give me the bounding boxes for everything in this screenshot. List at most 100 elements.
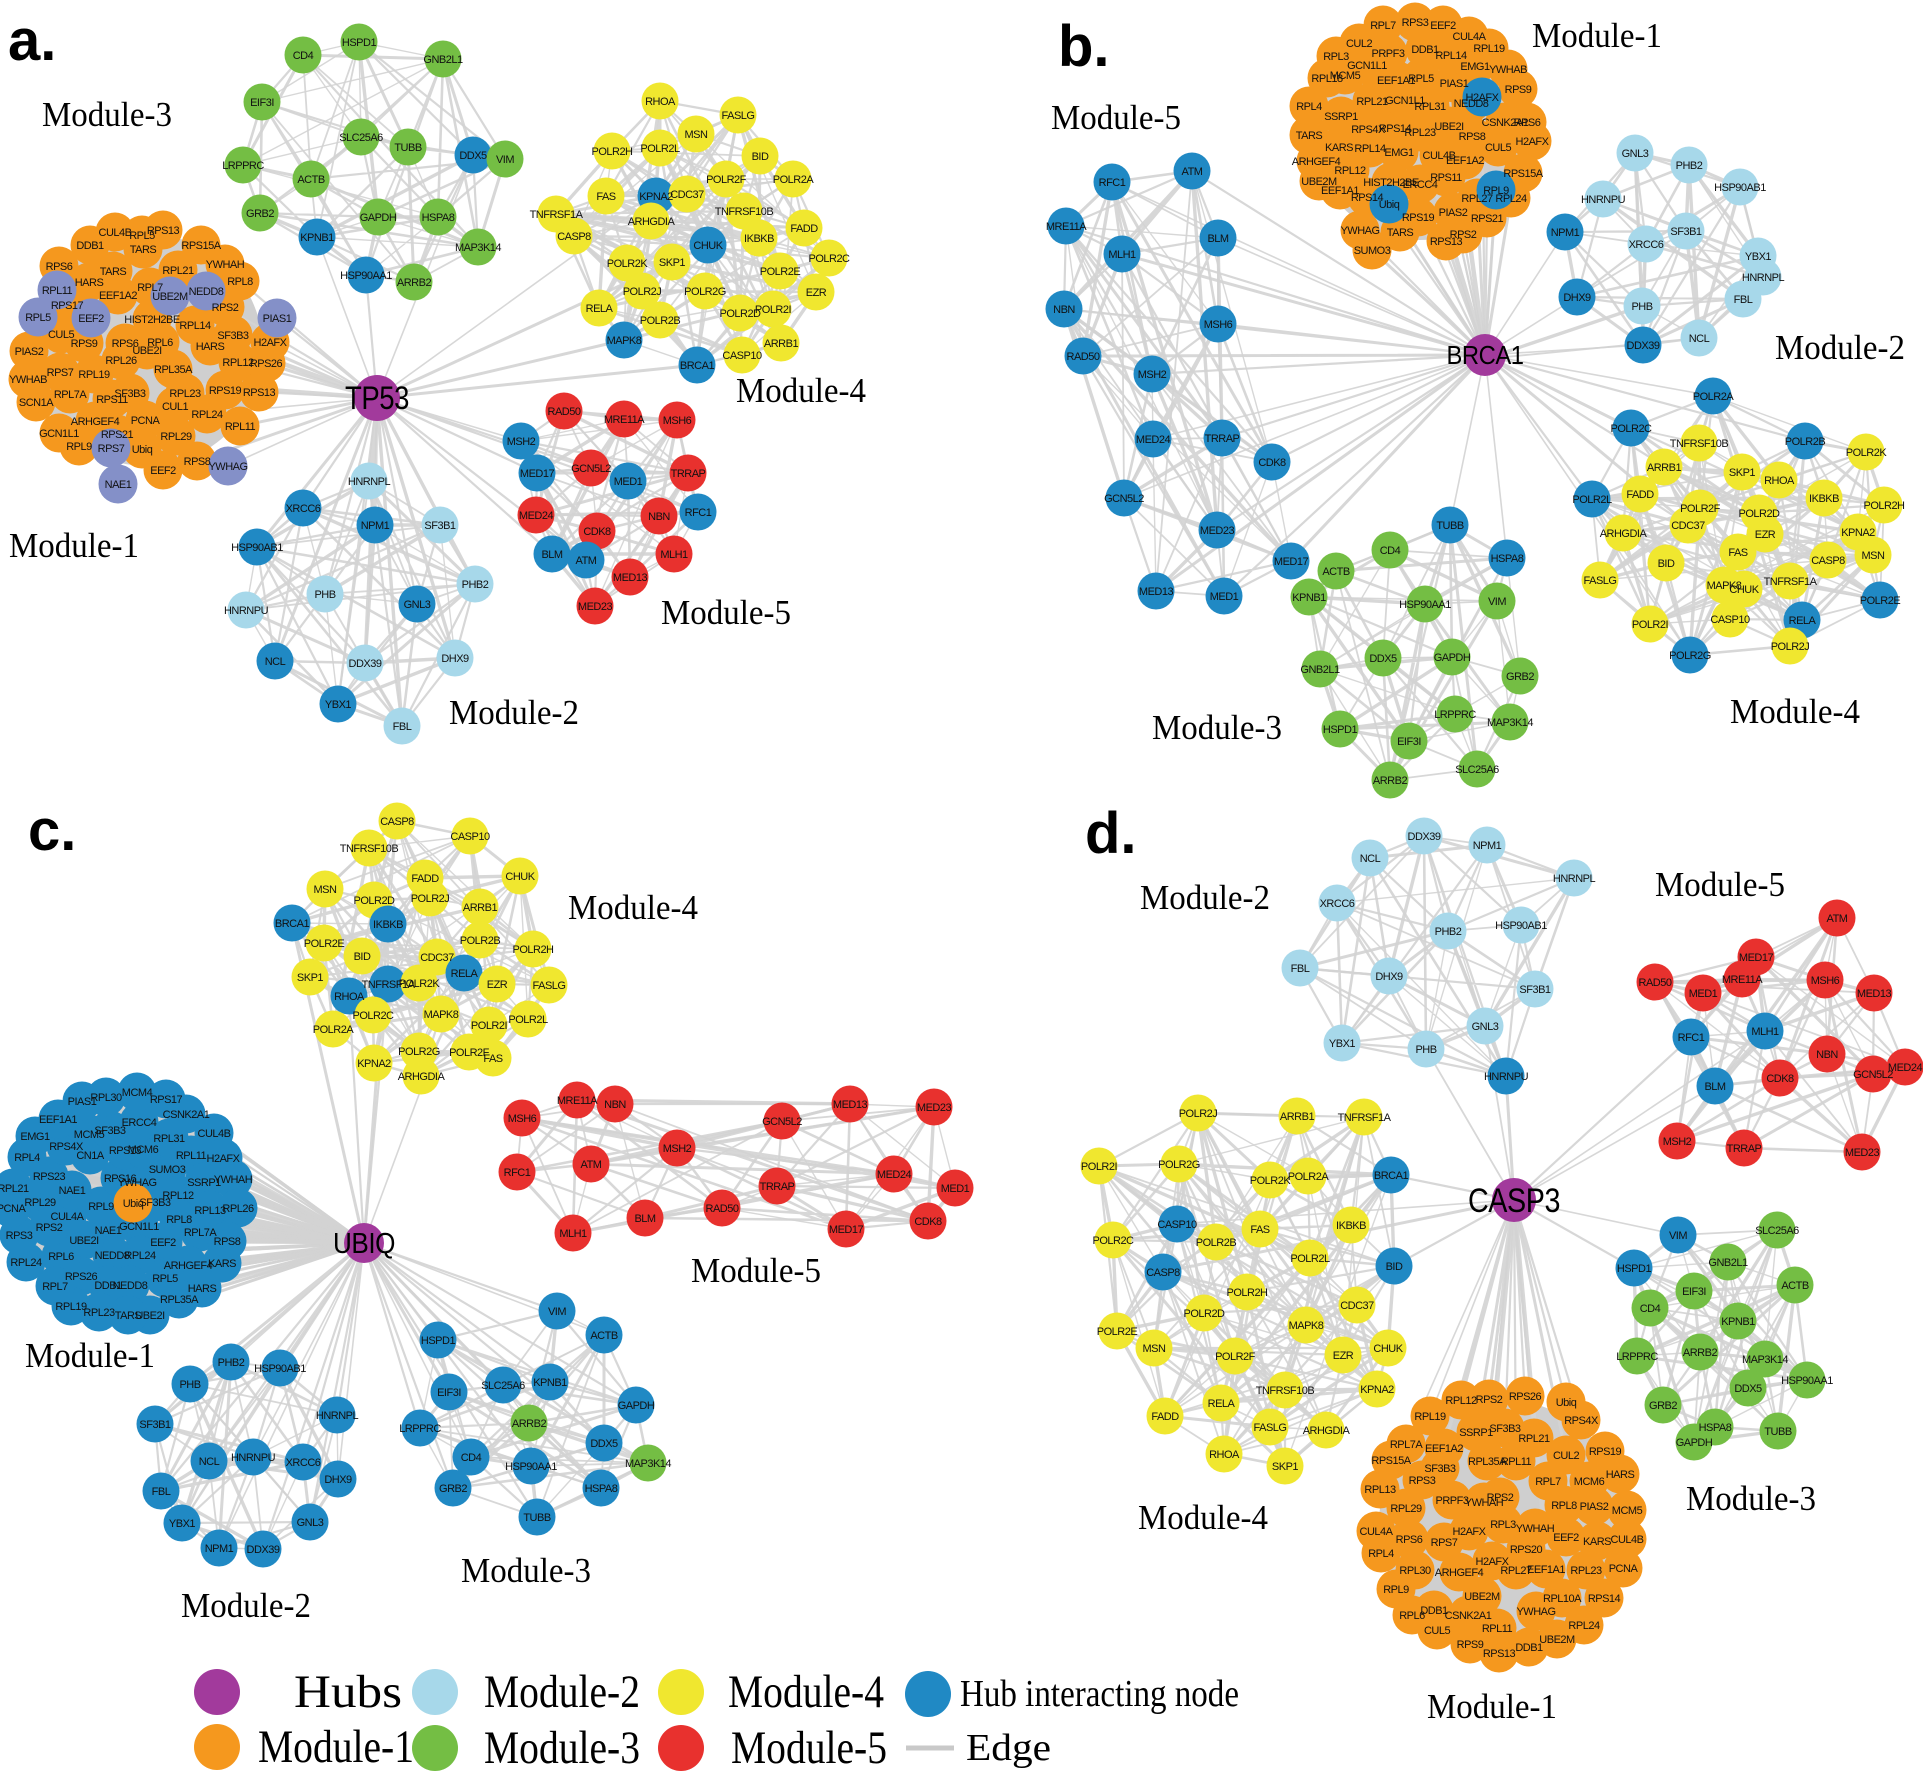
svg-text:CUL4B: CUL4B xyxy=(1423,150,1456,162)
svg-text:SUMO3: SUMO3 xyxy=(149,1164,186,1176)
svg-text:GNB2L1: GNB2L1 xyxy=(1300,664,1340,676)
svg-text:TNFRSF1A: TNFRSF1A xyxy=(1764,576,1818,588)
svg-text:RPL21: RPL21 xyxy=(0,1183,29,1195)
svg-text:ARRB1: ARRB1 xyxy=(764,338,799,350)
svg-text:RHOA: RHOA xyxy=(334,991,365,1003)
svg-text:TRRAP: TRRAP xyxy=(1727,1143,1762,1155)
svg-text:EEF2: EEF2 xyxy=(78,313,104,325)
svg-text:RPL7: RPL7 xyxy=(137,282,163,294)
svg-text:TARS: TARS xyxy=(1296,130,1323,142)
svg-text:RPS13: RPS13 xyxy=(147,225,180,237)
svg-text:RPL14: RPL14 xyxy=(1435,50,1467,62)
svg-text:UBE2I: UBE2I xyxy=(1434,121,1464,133)
svg-text:CDK8: CDK8 xyxy=(914,1216,942,1228)
svg-text:ARRB1: ARRB1 xyxy=(1647,462,1682,474)
svg-text:BID: BID xyxy=(354,951,371,963)
svg-text:POLR2L: POLR2L xyxy=(1572,494,1612,506)
svg-text:KPNB1: KPNB1 xyxy=(1292,592,1326,604)
svg-text:UBE2M: UBE2M xyxy=(1301,176,1337,188)
svg-text:RPS7: RPS7 xyxy=(47,367,74,379)
svg-text:CHUK: CHUK xyxy=(505,871,535,883)
svg-text:YWHAG: YWHAG xyxy=(117,1177,156,1189)
svg-text:RPL35A: RPL35A xyxy=(160,1294,199,1306)
svg-text:MLH1: MLH1 xyxy=(1108,249,1136,261)
svg-text:NBN: NBN xyxy=(1816,1049,1838,1061)
svg-text:ATM: ATM xyxy=(1827,913,1848,925)
svg-text:Module-1: Module-1 xyxy=(258,1721,414,1773)
svg-text:MSH2: MSH2 xyxy=(507,436,536,448)
svg-text:PHB: PHB xyxy=(314,589,335,601)
svg-text:PIAS1: PIAS1 xyxy=(1440,78,1469,90)
svg-text:IKBKB: IKBKB xyxy=(744,233,774,245)
svg-text:ARHGEF4: ARHGEF4 xyxy=(1435,1567,1484,1579)
svg-text:Ubiq: Ubiq xyxy=(132,444,153,456)
svg-text:Module-1: Module-1 xyxy=(1427,1687,1557,1726)
svg-text:RPL19: RPL19 xyxy=(78,369,110,381)
svg-text:Module-4: Module-4 xyxy=(728,1666,884,1718)
svg-text:FADD: FADD xyxy=(790,223,818,235)
svg-text:RPS3: RPS3 xyxy=(1402,17,1429,29)
svg-text:ARHGDIA: ARHGDIA xyxy=(1600,528,1648,540)
svg-text:ATM: ATM xyxy=(576,555,597,567)
svg-text:DDB1: DDB1 xyxy=(94,1280,122,1292)
svg-text:PIAS2: PIAS2 xyxy=(1439,207,1468,219)
svg-text:FADD: FADD xyxy=(1151,1411,1179,1423)
svg-text:ARRB2: ARRB2 xyxy=(512,1418,547,1430)
svg-text:BLM: BLM xyxy=(541,549,562,561)
svg-text:Module-2: Module-2 xyxy=(1140,878,1270,917)
svg-text:MED17: MED17 xyxy=(1274,556,1309,568)
svg-text:SF3B3: SF3B3 xyxy=(94,1125,126,1137)
svg-text:MAP3K14: MAP3K14 xyxy=(1742,1354,1788,1366)
svg-text:FAS: FAS xyxy=(596,191,615,203)
svg-text:ATM: ATM xyxy=(581,1159,602,1171)
svg-text:PRPF3: PRPF3 xyxy=(1372,48,1405,60)
svg-text:RFC1: RFC1 xyxy=(504,1167,531,1179)
svg-text:YBX1: YBX1 xyxy=(169,1518,196,1530)
svg-text:MED23: MED23 xyxy=(1845,1147,1880,1159)
svg-text:RPS9: RPS9 xyxy=(71,338,98,350)
svg-text:PCNA: PCNA xyxy=(1609,1563,1639,1575)
svg-text:EZR: EZR xyxy=(1333,1350,1354,1362)
svg-text:PHB: PHB xyxy=(179,1379,200,1391)
svg-text:NEDD8: NEDD8 xyxy=(189,286,224,298)
svg-text:RPL29: RPL29 xyxy=(160,431,192,443)
svg-text:DDB1: DDB1 xyxy=(1420,1605,1448,1617)
svg-text:DDX5: DDX5 xyxy=(1734,1383,1762,1395)
svg-text:YWHAH: YWHAH xyxy=(1465,1497,1504,1509)
svg-text:RPS3: RPS3 xyxy=(6,1230,33,1242)
svg-text:NPM1: NPM1 xyxy=(1473,840,1502,852)
svg-text:FASLG: FASLG xyxy=(722,110,755,122)
svg-text:HSP90AA1: HSP90AA1 xyxy=(1399,599,1451,611)
svg-text:NEDD8: NEDD8 xyxy=(95,1250,130,1262)
svg-text:GNL3: GNL3 xyxy=(1622,148,1649,160)
svg-text:SF3B3: SF3B3 xyxy=(139,1197,171,1209)
svg-text:CASP10: CASP10 xyxy=(1157,1219,1197,1231)
svg-text:KARS: KARS xyxy=(1325,142,1353,154)
svg-text:RPL9: RPL9 xyxy=(1483,185,1509,197)
svg-text:HARS: HARS xyxy=(75,277,104,289)
svg-text:CUL4B: CUL4B xyxy=(198,1128,231,1140)
svg-text:RPS19: RPS19 xyxy=(1589,1446,1622,1458)
svg-text:Module-3: Module-3 xyxy=(484,1722,640,1774)
svg-text:Module-1: Module-1 xyxy=(9,526,139,565)
svg-text:NCL: NCL xyxy=(199,1456,220,1468)
svg-text:RPS3: RPS3 xyxy=(1409,1475,1436,1487)
svg-text:UBIQ: UBIQ xyxy=(333,1228,395,1260)
svg-text:YBX1: YBX1 xyxy=(1329,1038,1356,1050)
svg-text:RPL5: RPL5 xyxy=(25,312,51,324)
svg-text:RPL31: RPL31 xyxy=(1414,101,1446,113)
svg-text:SSRP1: SSRP1 xyxy=(1324,111,1358,123)
svg-text:POLR2H: POLR2H xyxy=(1863,500,1905,512)
svg-text:HNRNPU: HNRNPU xyxy=(224,605,269,617)
svg-text:RPL30: RPL30 xyxy=(1399,1565,1431,1577)
svg-text:MAPK8: MAPK8 xyxy=(607,335,642,347)
svg-text:POLR2G: POLR2G xyxy=(1669,650,1711,662)
svg-text:RPL8: RPL8 xyxy=(227,276,253,288)
svg-text:RPL8: RPL8 xyxy=(166,1214,192,1226)
svg-text:SKP1: SKP1 xyxy=(659,257,686,269)
svg-text:MED1: MED1 xyxy=(941,1183,970,1195)
svg-text:HARS: HARS xyxy=(1606,1469,1635,1481)
svg-text:RPS7: RPS7 xyxy=(98,443,125,455)
svg-text:ACTB: ACTB xyxy=(1781,1280,1809,1292)
svg-text:HARS: HARS xyxy=(188,1283,217,1295)
